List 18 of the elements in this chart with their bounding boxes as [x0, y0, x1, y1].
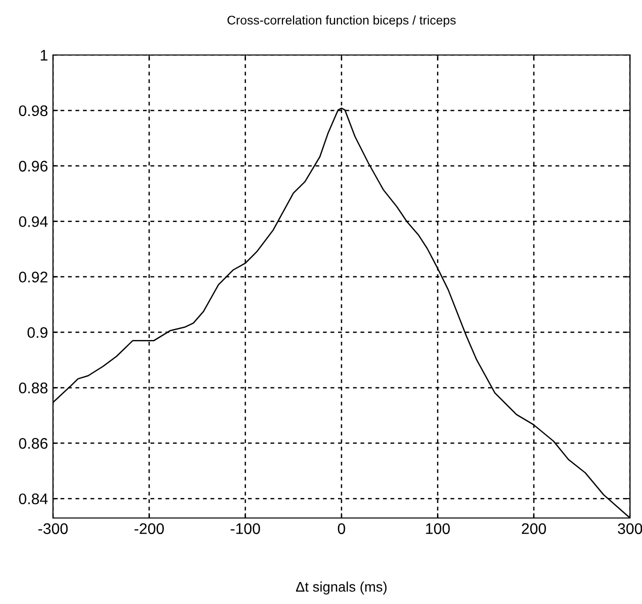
x-tick-label: -100	[230, 523, 260, 534]
y-tick-label: 1	[40, 50, 48, 61]
x-tick-label: -300	[38, 523, 68, 534]
y-tick-label: 0.86	[19, 438, 48, 449]
x-tick-label: -200	[134, 523, 164, 534]
y-tick-label: 0.96	[19, 160, 48, 172]
x-tick-label: 0	[338, 523, 346, 534]
x-tick-label: 300	[618, 523, 642, 534]
y-tick-label: 0.98	[19, 105, 48, 116]
y-tick-label: 0.94	[19, 216, 48, 228]
x-axis-title: Δt signals (ms)	[296, 582, 387, 594]
x-tick-label: 200	[522, 523, 546, 534]
y-tick-label: 0.92	[19, 272, 48, 282]
y-tick-label: 0.88	[19, 382, 48, 394]
y-tick-label: 0.9	[28, 327, 48, 338]
x-tick-label: 100	[426, 523, 450, 534]
y-tick-label: 0.84	[19, 493, 48, 504]
chart-title: Cross-correlation function biceps / triceps	[228, 15, 456, 28]
